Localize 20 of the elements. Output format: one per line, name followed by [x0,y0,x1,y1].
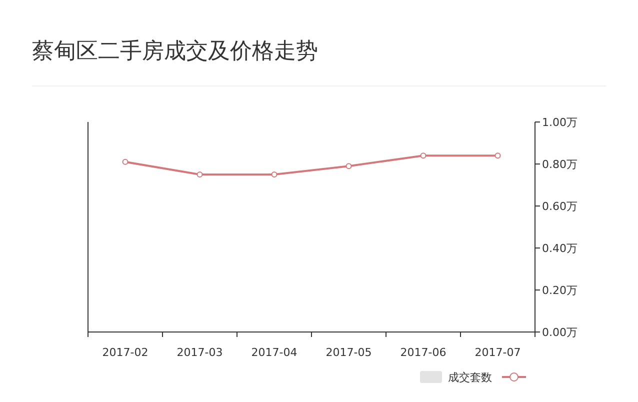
point [494,152,501,159]
y2-tick-label: 0.00万 [542,326,578,339]
y2-tick-label: 0.60万 [542,200,578,213]
y2-tick-label: 1.00万 [542,116,578,129]
point [196,172,203,178]
chart-title: 蔡甸区二手房成交及价格走势 [32,39,318,64]
x-tick-label: 2017-03 [176,346,223,359]
x-tick-label: 2017-06 [400,346,446,359]
point [346,163,352,170]
y2-tick-label: 0.80万 [542,158,578,171]
y2-tick-label: 0.40万 [542,242,578,255]
x-tick-label: 2017-07 [474,346,521,359]
x-tick-label: 2017-05 [326,346,372,359]
point [271,172,278,178]
point [122,158,128,165]
x-tick-label: 2017-02 [102,346,148,359]
y2-tick-label: 0.20万 [542,284,578,297]
point [420,152,426,159]
legend-label: 成交套数 [448,371,492,384]
x-tick-label: 2017-04 [251,346,298,359]
